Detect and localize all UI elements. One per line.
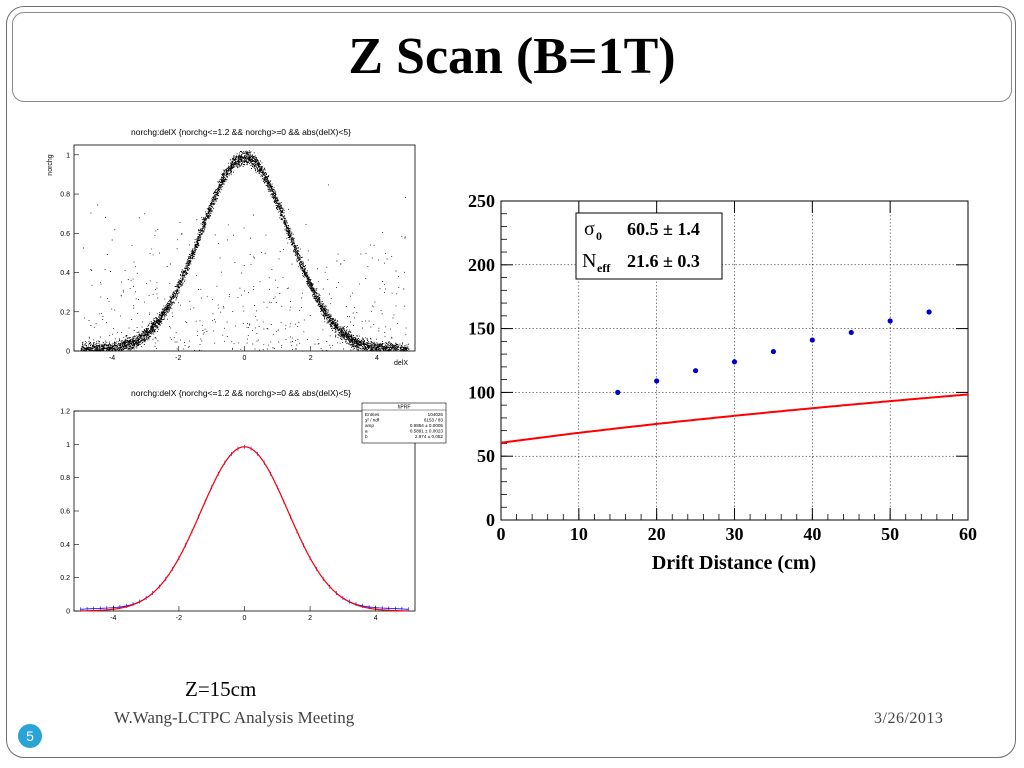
x-tick-label: 2: [309, 355, 313, 362]
data-points: [615, 309, 932, 395]
profile-chart-norchg: norchg:delX {norchg<=1.2 && norchg>=0 &&…: [60, 388, 447, 623]
fit-params-box: σ 0 60.5 ± 1.4 N eff 21.6 ± 0.3: [575, 212, 723, 280]
slide-frame: [6, 6, 1016, 758]
stats-value: 0.5891 ± 0.0023: [410, 429, 444, 434]
y-tick-label: 0: [486, 510, 495, 530]
stats-box: hPRF Entries 104026 χ² / ndf 6153 / 83 amp 0.…: [361, 402, 447, 444]
y-tick-label: 0: [66, 609, 70, 616]
sigma-symbol: σ: [584, 218, 595, 240]
y-tick-label: 0.4: [60, 270, 70, 277]
y-tick-label: 50: [477, 446, 495, 466]
y-tick-label: 0.8: [60, 192, 70, 199]
y-tick-label: 0.8: [60, 475, 70, 482]
stats-value: 0.9854 ± 0.0005: [410, 423, 444, 428]
x-tick-label: 50: [881, 524, 899, 544]
chart-title: norchg:delX {norchg<=1.2 && norchg>=0 &&…: [131, 388, 351, 398]
data-point: [654, 378, 660, 384]
y-tick-label: 0.4: [60, 542, 70, 549]
plot-frame: [73, 144, 416, 352]
y-tick-label: 200: [468, 255, 495, 275]
footer-date: 3/26/2013: [874, 710, 944, 727]
caption: Z=15cm: [185, 677, 257, 701]
resolution-vs-drift-chart: 0 10 20 30 40 50 60 0 50 100 150 200 250 Drift Dista…: [468, 191, 977, 574]
stats-value: 2.974 ± 0.052: [415, 434, 444, 439]
x-tick-label: 60: [959, 524, 977, 544]
data-point: [848, 329, 854, 336]
fit-curve: [500, 393, 969, 444]
scatter-points: [80, 150, 410, 352]
stats-value: 104026: [428, 412, 444, 417]
y-tick-label: 0.6: [60, 509, 70, 516]
x-tick-label: -4: [110, 615, 116, 622]
axes: 0 10 20 30 40 50 60 0 50 100 150 200 250: [468, 191, 977, 544]
x-axis-label: Drift Distance (cm): [652, 552, 816, 574]
fit-line: [500, 393, 969, 444]
x-tick-label: 0: [243, 355, 247, 362]
data-point: [887, 318, 893, 324]
title-box: Z Scan (B=1T): [12, 12, 1012, 102]
page-number-badge: 5: [18, 724, 42, 748]
y-tick-label: 100: [468, 382, 495, 402]
axes: -4 -2 0 2 4 0 0.2 0.4 0.6 0.8 1: [60, 152, 379, 362]
data-point: [809, 337, 815, 343]
sigma-value: 60.5 ± 1.4: [627, 219, 700, 239]
data-point: [615, 389, 621, 395]
x-tick-label: 40: [803, 524, 821, 544]
y-tick-label: 1: [66, 442, 70, 449]
y-tick-label: 0.2: [60, 575, 70, 582]
series-group: [80, 444, 409, 612]
x-tick-label: 30: [726, 524, 744, 544]
y-tick-label: 250: [468, 191, 495, 211]
x-tick-label: 2: [308, 615, 312, 622]
footer-presenter: W.Wang-LCTPC Analysis Meeting: [114, 708, 355, 727]
neff-subscript: eff: [597, 261, 611, 275]
x-tick-label: 10: [570, 524, 588, 544]
stats-value: 6153 / 83: [424, 418, 444, 423]
y-tick-label: 0.6: [60, 231, 70, 238]
stats-label: Entries: [365, 412, 380, 417]
stats-label: amp: [365, 423, 374, 428]
y-tick-label: 1.2: [60, 409, 70, 416]
x-tick-label: 20: [648, 524, 666, 544]
scatter-chart-norchg: norchg:delX {norchg<=1.2 && norchg>=0 &&…: [47, 127, 416, 367]
data-point: [926, 309, 932, 315]
axes: -4 -2 0 2 4 0 0.2 0.4 0.6 0.8 1 1.2: [60, 409, 377, 623]
stats-label: χ² / ndf: [365, 418, 380, 423]
x-tick-label: 0: [497, 524, 506, 544]
x-tick-label: -2: [175, 355, 181, 362]
stats-name: hPRF: [398, 405, 411, 411]
x-tick-label: 4: [375, 355, 379, 362]
data-point: [692, 368, 699, 374]
fit-line: [80, 446, 409, 612]
stats-label: b: [365, 434, 368, 439]
data-point: [731, 359, 738, 365]
neff-symbol: N: [582, 250, 596, 272]
stats-label: a: [365, 429, 368, 434]
x-tick-label: -4: [109, 355, 115, 362]
y-tick-label: 1: [66, 152, 70, 159]
y-tick-label: 0.2: [60, 309, 70, 316]
profile-line: [80, 446, 409, 610]
x-tick-label: -2: [176, 615, 182, 622]
x-tick-label: 0: [243, 615, 247, 622]
x-axis-label: delX: [394, 360, 408, 367]
y-tick-label: 150: [468, 319, 495, 339]
sigma-subscript: 0: [596, 229, 602, 243]
data-point: [770, 348, 777, 355]
neff-value: 21.6 ± 0.3: [627, 251, 700, 271]
y-tick-label: 0: [66, 349, 70, 356]
chart-title: norchg:delX {norchg<=1.2 && norchg>=0 &&…: [131, 127, 351, 137]
scatter-point-cloud: [80, 150, 410, 352]
y-axis-label: norchg: [47, 154, 54, 176]
x-tick-label: 4: [374, 615, 378, 622]
slide-title: Z Scan (B=1T): [348, 28, 676, 85]
